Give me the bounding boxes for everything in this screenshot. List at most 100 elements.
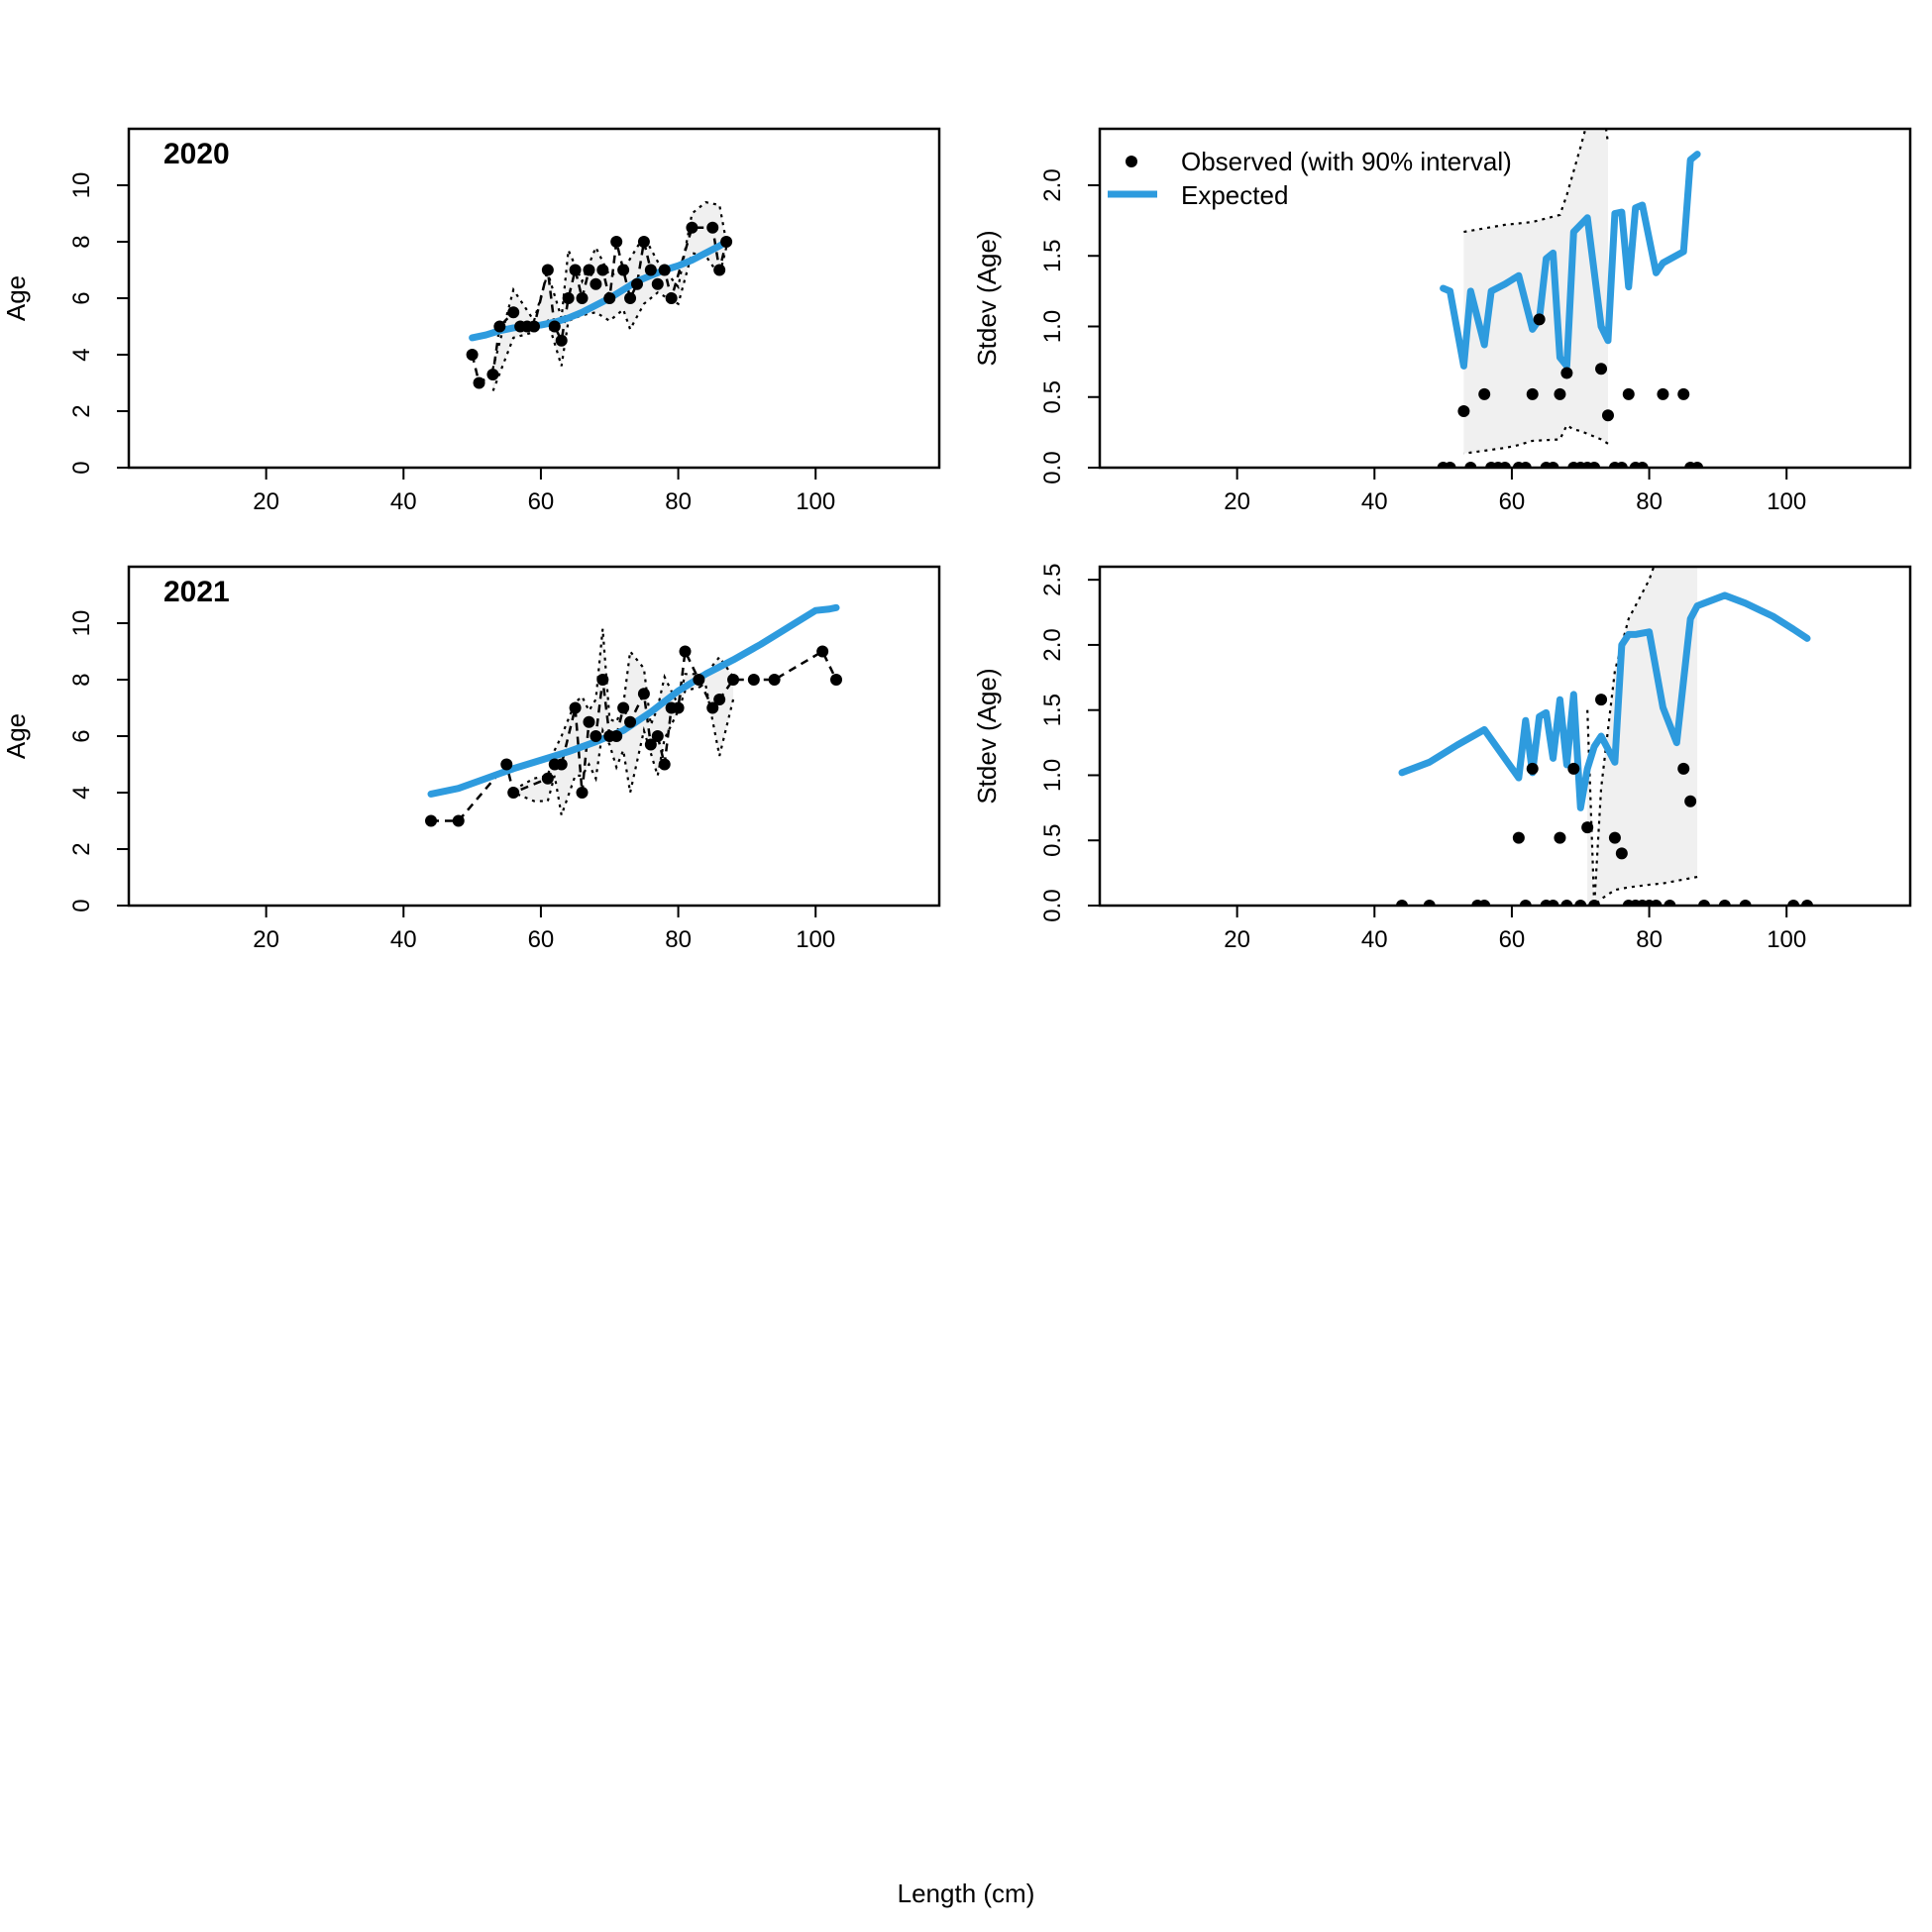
observed-point: [1519, 462, 1532, 468]
y-tick-label: 1.0: [1039, 310, 1066, 343]
observed-point: [672, 701, 685, 714]
observed-point: [1698, 900, 1711, 906]
observed-point: [1801, 900, 1814, 906]
x-tick-label: 40: [1361, 926, 1388, 953]
observed-point: [644, 738, 657, 751]
observed-point: [590, 730, 602, 742]
observed-point: [1684, 795, 1697, 807]
observed-point: [1677, 762, 1690, 775]
observed-point: [1588, 462, 1601, 468]
y-tick-label: 10: [68, 610, 95, 637]
y-axis-label: Stdev (Age): [972, 668, 1002, 804]
observed-point: [637, 236, 650, 248]
observed-point: [816, 645, 829, 658]
plot-area: [1396, 567, 1814, 906]
x-tick-label: 20: [1224, 488, 1250, 515]
observed-point: [1396, 900, 1409, 906]
observed-point: [610, 236, 623, 248]
observed-point: [1739, 900, 1752, 906]
observed-point: [596, 264, 609, 276]
y-tick-label: 1.5: [1039, 694, 1066, 726]
plot-area: [425, 603, 843, 827]
plot-frame: [127, 127, 941, 470]
y-tick-label: 0.0: [1039, 451, 1066, 483]
legend: Observed (with 90% interval) Expected: [1108, 147, 1512, 210]
interval-lower-line: [1463, 423, 1609, 455]
figure-x-axis-label: Length (cm): [898, 1878, 1035, 1908]
observed-point: [583, 264, 595, 276]
y-tick-label: 0.5: [1039, 380, 1066, 413]
x-tick-label: 20: [253, 926, 279, 953]
observed-point: [1423, 900, 1436, 906]
y-tick-label: 2: [68, 404, 95, 417]
observed-point: [1595, 694, 1608, 706]
observed-point: [1601, 409, 1614, 422]
observed-point: [658, 264, 671, 276]
x-tick-label: 80: [665, 488, 692, 515]
observed-point: [617, 701, 630, 714]
observed-point: [665, 292, 678, 304]
interval-band: [513, 628, 734, 815]
observed-point: [1519, 900, 1532, 906]
observed-point: [590, 277, 602, 290]
y-tick-label: 0.0: [1039, 889, 1066, 921]
observed-point: [569, 264, 582, 276]
observed-point: [624, 292, 637, 304]
y-tick-label: 0.5: [1039, 824, 1066, 857]
observed-point: [596, 674, 609, 686]
observed-point: [452, 814, 465, 827]
observed-point: [644, 264, 657, 276]
observed-point: [1574, 900, 1587, 906]
observed-point: [1595, 363, 1608, 376]
y-tick-label: 0: [68, 899, 95, 912]
observed-point: [528, 320, 540, 333]
observed-point: [1457, 405, 1470, 417]
legend-observed-marker: [1126, 156, 1137, 167]
y-axis-label: Stdev (Age): [972, 230, 1002, 366]
y-tick-label: 1.5: [1039, 240, 1066, 272]
x-tick-label: 60: [528, 926, 555, 953]
chart-panel-2: 20 40 60 80 100 0.0 0.5 1.0 1.5 2.0 Stdev (Age) Obs…: [972, 127, 1912, 515]
observed-point: [1787, 900, 1800, 906]
interval-upper-line: [1586, 567, 1656, 906]
observed-point: [1650, 900, 1663, 906]
y-tick-label: 8: [68, 673, 95, 686]
y-tick-label: 4: [68, 348, 95, 361]
observed-point: [1718, 900, 1731, 906]
x-tick-label: 60: [528, 488, 555, 515]
y-axis-label: Age: [1, 275, 31, 321]
observed-point: [1615, 847, 1628, 860]
x-tick-label: 100: [1767, 488, 1806, 515]
x-tick-label: 80: [1636, 488, 1663, 515]
observed-point: [576, 787, 589, 799]
observed-point: [1512, 831, 1525, 844]
x-tick-label: 60: [1499, 926, 1526, 953]
observed-point: [1547, 900, 1559, 906]
observed-point: [679, 645, 692, 658]
x-tick-label: 60: [1499, 488, 1526, 515]
y-tick-label: 2.5: [1039, 563, 1066, 595]
plot-frame: [127, 565, 941, 908]
chart-panel-3: 20 40 60 80 100 0 2 4 6 8 10 Age 2021: [1, 565, 941, 953]
observed-point: [541, 772, 554, 785]
expected-line: [427, 603, 840, 798]
observed-point: [466, 349, 479, 361]
observed-point: [1560, 900, 1573, 906]
interval-upper-line: [491, 200, 728, 370]
x-tick-label: 40: [390, 926, 417, 953]
observed-point: [1581, 821, 1594, 834]
observed-point: [830, 674, 843, 686]
observed-point: [507, 306, 520, 319]
observed-point: [1657, 387, 1669, 400]
plot-area: [466, 200, 733, 392]
observed-point: [1499, 462, 1511, 468]
observed-point: [1691, 462, 1704, 468]
y-tick-label: 2: [68, 842, 95, 855]
observed-point: [1567, 762, 1580, 775]
observed-point: [1677, 387, 1690, 400]
observed-point: [713, 693, 726, 705]
observed-point: [637, 688, 650, 700]
observed-point: [1547, 462, 1559, 468]
